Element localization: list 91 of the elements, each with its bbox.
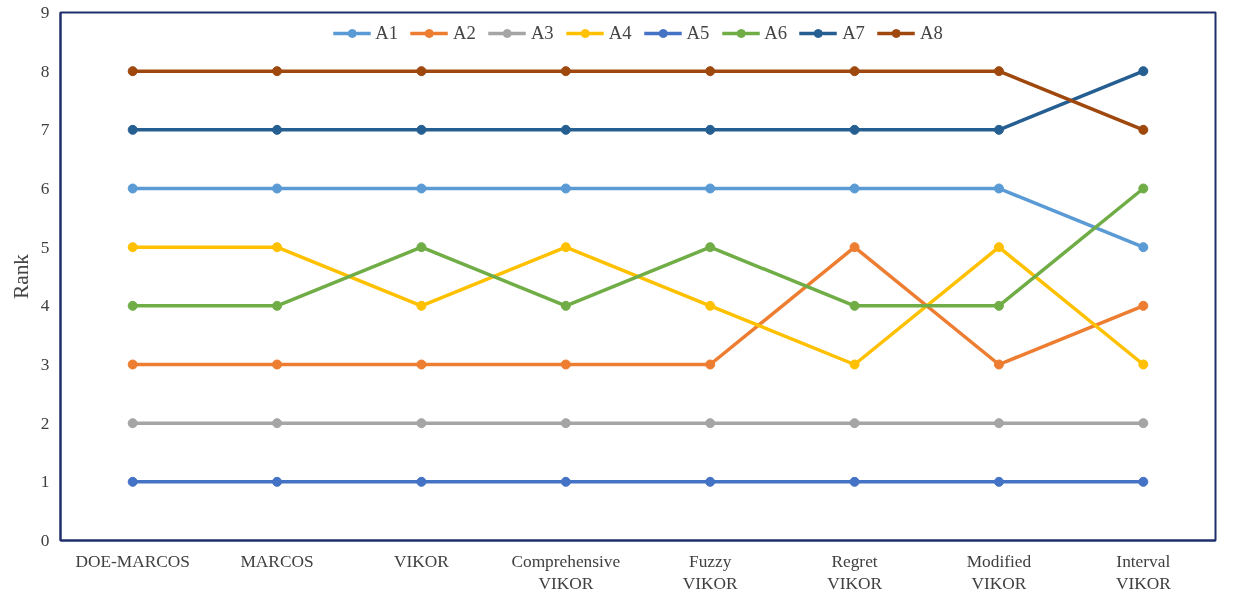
point	[416, 359, 427, 370]
point	[1138, 359, 1149, 370]
x-tick-label: DOE-MARCOS	[75, 551, 190, 571]
point	[560, 66, 571, 77]
point	[127, 359, 138, 370]
point	[705, 124, 716, 135]
point	[127, 418, 138, 429]
point	[705, 66, 716, 77]
point	[127, 476, 138, 487]
point	[849, 124, 860, 135]
y-tick-label: 2	[40, 413, 50, 433]
point	[560, 418, 571, 429]
point	[1138, 476, 1149, 487]
y-tick-label: 9	[40, 3, 50, 22]
point	[272, 476, 283, 487]
point	[272, 124, 283, 135]
legend-label: A5	[686, 22, 710, 44]
x-tick-label: Interval VIKOR	[1115, 551, 1172, 594]
point	[127, 124, 138, 135]
point	[127, 300, 138, 311]
point	[272, 359, 283, 370]
x-tick-label: VIKOR	[394, 551, 450, 571]
point	[560, 242, 571, 253]
point	[127, 66, 138, 77]
legend-label: A7	[842, 22, 865, 44]
point	[849, 476, 860, 487]
point	[993, 66, 1004, 77]
point	[272, 242, 283, 253]
point	[849, 359, 860, 370]
point	[993, 476, 1004, 487]
x-tick-label: Fuzzy VIKOR	[682, 551, 739, 594]
point	[272, 66, 283, 77]
point	[127, 183, 138, 194]
point	[1138, 124, 1149, 135]
y-tick-label: 7	[40, 120, 50, 140]
point	[416, 476, 427, 487]
point	[127, 242, 138, 253]
point	[705, 242, 716, 253]
x-tick-label: MARCOS	[240, 551, 314, 571]
x-tick-label: Comprehensive VIKOR	[511, 551, 621, 594]
point	[993, 242, 1004, 253]
point	[1138, 242, 1149, 253]
point	[416, 124, 427, 135]
y-tick-label: 1	[40, 472, 50, 492]
point	[416, 183, 427, 194]
y-tick-label: 6	[40, 179, 50, 198]
y-tick-label: 8	[40, 61, 50, 81]
x-tick-label: Regret VIKOR	[827, 551, 883, 594]
point	[705, 300, 716, 311]
point	[560, 476, 571, 487]
legend-label: A2	[453, 22, 476, 44]
point	[416, 300, 427, 311]
point	[560, 359, 571, 370]
point	[849, 418, 860, 429]
point	[993, 359, 1004, 370]
legend-label: A3	[530, 22, 554, 44]
point	[993, 183, 1004, 194]
point	[1138, 183, 1149, 194]
point	[993, 300, 1004, 311]
legend-label: A8	[919, 22, 943, 44]
y-tick-label: 0	[40, 531, 50, 550]
point	[560, 124, 571, 135]
point	[272, 183, 283, 194]
point	[1138, 418, 1149, 429]
point	[416, 418, 427, 429]
point	[560, 183, 571, 194]
point	[705, 418, 716, 429]
point	[705, 183, 716, 194]
point	[272, 300, 283, 311]
y-tick-label: 4	[40, 296, 50, 316]
point	[1138, 300, 1149, 311]
legend-label: A4	[608, 22, 632, 44]
point	[849, 300, 860, 311]
point	[849, 242, 860, 253]
y-tick-label: 3	[40, 355, 50, 374]
point	[705, 359, 716, 370]
y-axis-title: Rank	[8, 253, 33, 300]
point	[1138, 66, 1149, 77]
x-tick-label: Modified VIKOR	[966, 551, 1032, 594]
legend-label: A6	[764, 22, 788, 44]
point	[993, 418, 1004, 429]
point	[416, 242, 427, 253]
point	[416, 66, 427, 77]
point	[705, 476, 716, 487]
y-tick-label: 5	[40, 237, 50, 257]
point	[993, 124, 1004, 135]
point	[849, 183, 860, 194]
point	[560, 300, 571, 311]
point	[272, 418, 283, 429]
point	[849, 66, 860, 77]
legend-label: A1	[375, 22, 399, 44]
